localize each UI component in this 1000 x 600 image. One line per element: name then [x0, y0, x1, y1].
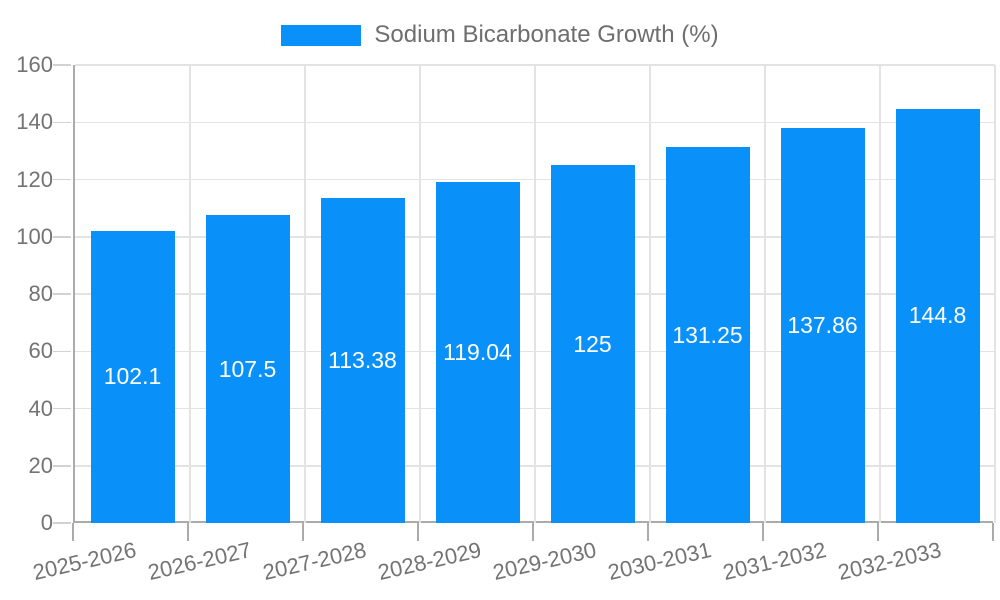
x-tick-label: 2026-2027 — [145, 537, 254, 586]
bar-value-label: 137.86 — [787, 312, 858, 339]
x-tick-label: 2030-2031 — [605, 537, 714, 586]
y-tick — [53, 522, 71, 524]
x-tick-label: 2031-2032 — [720, 537, 829, 586]
bar: 102.1 — [90, 230, 175, 523]
y-tick — [53, 236, 71, 238]
y-tick-label: 0 — [40, 510, 53, 535]
legend-label: Sodium Bicarbonate Growth (%) — [374, 21, 719, 48]
x-tick — [417, 523, 419, 541]
x-tick — [877, 523, 879, 541]
legend[interactable]: Sodium Bicarbonate Growth (%) — [0, 21, 1000, 49]
x-tick-label: 2032-2033 — [835, 537, 944, 586]
y-tick-label: 120 — [16, 166, 53, 192]
bar: 131.25 — [665, 147, 750, 523]
bar: 125 — [550, 165, 635, 523]
v-gridline — [764, 65, 766, 523]
bar-value-label: 125 — [573, 330, 612, 357]
x-tick — [647, 523, 649, 541]
x-tick — [532, 523, 534, 541]
v-gridline — [189, 65, 191, 523]
v-gridline — [879, 65, 881, 523]
bar-value-label: 102.1 — [103, 363, 162, 390]
x-tick — [187, 523, 189, 541]
x-tick — [72, 523, 74, 541]
v-gridline — [419, 65, 421, 523]
bar-value-label: 113.38 — [328, 347, 397, 374]
x-tick-label: 2028-2029 — [375, 537, 484, 586]
x-tick — [302, 523, 304, 541]
bar: 119.04 — [435, 182, 520, 523]
plot-area: 102.1 107.5 113.38 119.04 125 131.25 137.86 144… — [73, 64, 996, 523]
y-tick-label: 40 — [28, 395, 53, 421]
y-tick-label: 80 — [28, 281, 53, 306]
bar: 137.86 — [780, 128, 865, 523]
y-tick-label: 160 — [16, 52, 53, 77]
bar: 113.38 — [320, 198, 405, 523]
v-gridline — [304, 65, 306, 523]
y-tick — [53, 350, 71, 352]
bar-value-label: 107.5 — [218, 355, 277, 382]
y-tick-label: 100 — [16, 223, 53, 249]
bar-value-label: 144.8 — [908, 302, 967, 329]
v-gridline — [994, 65, 996, 523]
bar-value-label: 119.04 — [443, 339, 512, 366]
x-tick-label: 2025-2026 — [30, 537, 139, 586]
y-tick — [53, 407, 71, 410]
x-tick — [762, 523, 764, 541]
bar: 144.8 — [895, 108, 980, 523]
y-tick — [53, 64, 71, 66]
x-tick-label: 2027-2028 — [260, 537, 369, 586]
y-tick-label: 60 — [28, 338, 53, 364]
bar: 107.5 — [205, 215, 290, 523]
y-tick — [53, 178, 71, 181]
y-tick — [53, 465, 71, 467]
legend-swatch-icon — [281, 24, 362, 46]
bar-value-label: 131.25 — [672, 321, 743, 348]
y-tick-label: 140 — [16, 109, 53, 135]
y-tick-label: 20 — [28, 452, 53, 478]
v-gridline — [534, 65, 536, 523]
y-tick — [53, 121, 71, 123]
x-tick-label: 2029-2030 — [490, 537, 599, 586]
x-tick — [992, 523, 994, 541]
y-tick — [53, 293, 71, 295]
v-gridline — [649, 65, 651, 523]
